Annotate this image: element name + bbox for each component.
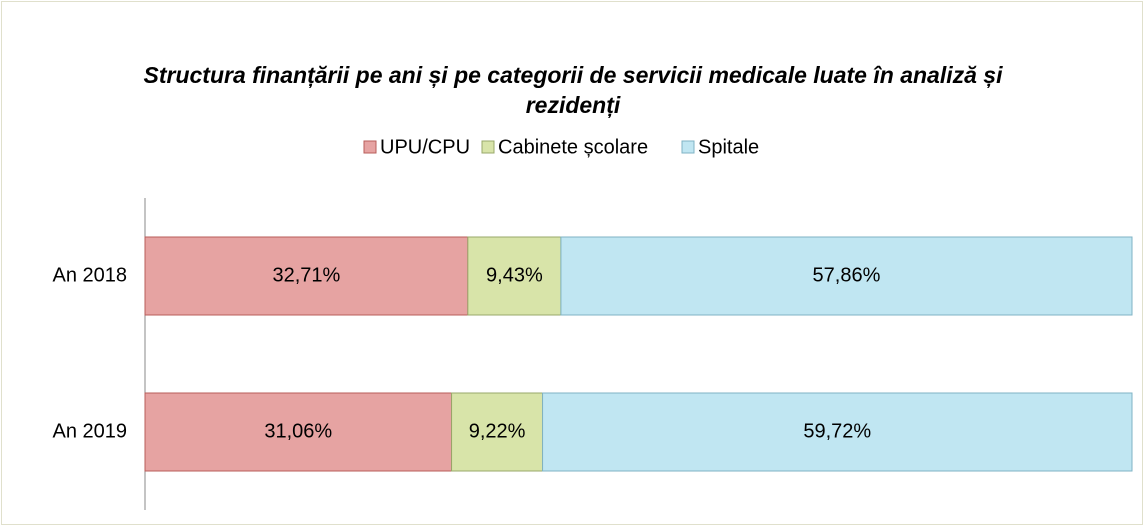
legend-swatch (363, 140, 377, 154)
data-label: 57,86% (813, 264, 881, 286)
legend-swatch (681, 140, 695, 154)
legend-label: UPU/CPU (380, 136, 470, 158)
data-label: 31,06% (264, 420, 332, 442)
bar-segment (144, 392, 453, 472)
bar-segment (542, 392, 1133, 472)
bar-segment (467, 236, 562, 316)
bar-segment (144, 236, 469, 316)
data-label: 32,71% (273, 264, 341, 286)
legend-label: Cabinete școlare (498, 136, 648, 158)
bar-segment (451, 392, 544, 472)
data-label: 59,72% (803, 420, 871, 442)
bar-segment (560, 236, 1133, 316)
data-label: 9,43% (486, 264, 543, 286)
y-tick-label: An 2018 (52, 264, 127, 286)
legend-swatch (481, 140, 495, 154)
y-tick-label: An 2019 (52, 420, 127, 442)
chart-title: Structura finanțării pe ani și pe catego… (143, 62, 1003, 118)
data-label: 9,22% (469, 420, 526, 442)
legend-label: Spitale (698, 136, 759, 158)
